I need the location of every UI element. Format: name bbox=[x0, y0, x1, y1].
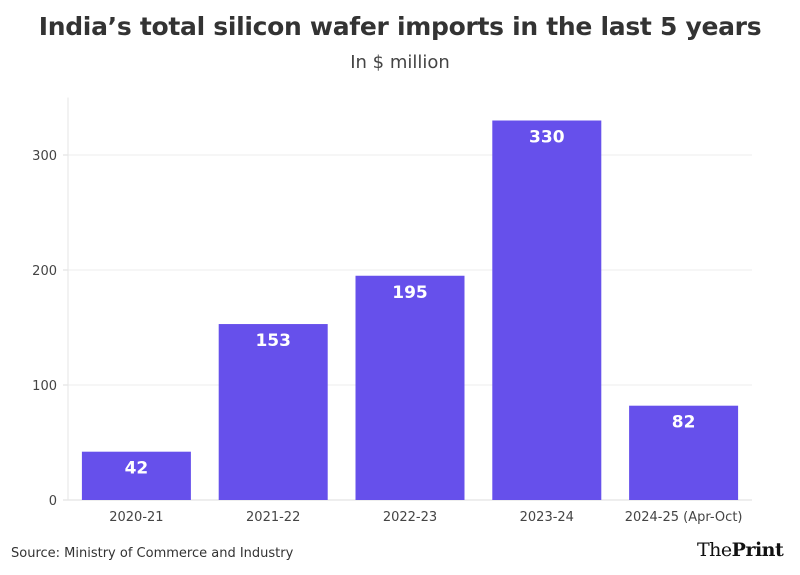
bar bbox=[218, 324, 328, 500]
bar bbox=[629, 405, 739, 500]
x-tick-label: 2022-23 bbox=[383, 510, 437, 525]
y-tick-label: 100 bbox=[32, 379, 57, 394]
bar bbox=[492, 120, 602, 500]
x-tick-label: 2021-22 bbox=[246, 510, 300, 525]
data-label: 195 bbox=[392, 283, 428, 303]
bar bbox=[355, 275, 465, 500]
source-note: Source: Ministry of Commerce and Industr… bbox=[11, 546, 294, 561]
x-tick-label: 2020-21 bbox=[109, 510, 163, 525]
logo-the: The bbox=[697, 539, 732, 561]
theprint-logo: ThePrint bbox=[697, 539, 784, 561]
logo-print: Print bbox=[731, 539, 784, 561]
y-tick-label: 200 bbox=[32, 264, 57, 279]
chart-title: India’s total silicon wafer imports in t… bbox=[38, 12, 762, 41]
y-tick-label: 0 bbox=[49, 494, 57, 509]
data-label: 82 bbox=[672, 413, 696, 433]
data-label: 153 bbox=[255, 331, 291, 351]
data-label: 330 bbox=[529, 128, 565, 148]
data-label: 42 bbox=[125, 459, 149, 479]
x-tick-label: 2023-24 bbox=[520, 510, 574, 525]
bar bbox=[81, 451, 191, 500]
chart-subtitle: In $ million bbox=[350, 52, 450, 73]
y-tick-label: 300 bbox=[32, 149, 57, 164]
x-tick-label: 2024-25 (Apr-Oct) bbox=[625, 510, 743, 525]
